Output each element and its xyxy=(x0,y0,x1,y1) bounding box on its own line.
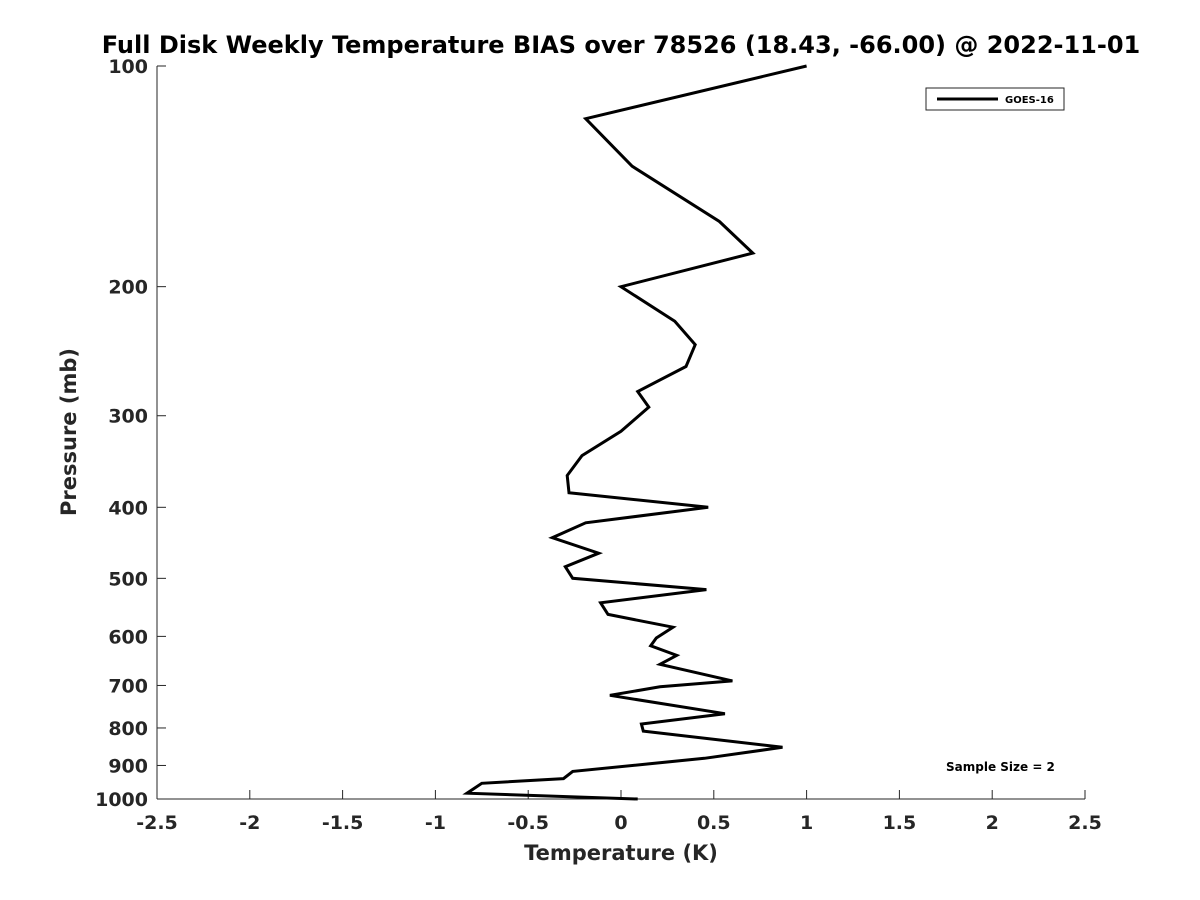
chart-title: Full Disk Weekly Temperature BIAS over 7… xyxy=(102,31,1141,59)
x-tick-label: 0 xyxy=(614,812,627,834)
y-tick-label: 400 xyxy=(108,497,148,519)
x-tick-label: 1.5 xyxy=(883,812,917,834)
y-tick-label: 300 xyxy=(108,406,148,428)
y-tick-label: 100 xyxy=(108,56,148,78)
y-tick-label: 700 xyxy=(108,675,148,697)
x-tick-label: -1 xyxy=(425,812,446,834)
y-tick-label: 1000 xyxy=(95,789,148,811)
plot-area: -2.5 -2 -1.5 -1 -0.5 0 0.5 1 1.5 2 2.5 100 200 300 40… xyxy=(95,56,1102,834)
x-tick-label: 2 xyxy=(986,812,999,834)
x-tick-label: 1 xyxy=(800,812,813,834)
y-axis-label: Pressure (mb) xyxy=(57,348,81,516)
x-tick-label: -2 xyxy=(239,812,260,834)
y-tick-label: 600 xyxy=(108,626,148,648)
y-tick-label: 500 xyxy=(108,568,148,590)
x-tick-label: -0.5 xyxy=(507,812,549,834)
x-tick-label: -1.5 xyxy=(322,812,364,834)
x-axis-label: Temperature (K) xyxy=(524,841,718,865)
y-tick-label: 800 xyxy=(108,718,148,740)
y-tick-label: 900 xyxy=(108,755,148,777)
series-line-goes-16 xyxy=(462,64,807,801)
x-tick-label: 2.5 xyxy=(1068,812,1102,834)
x-tick-label: -2.5 xyxy=(136,812,178,834)
y-tick-label: 200 xyxy=(108,277,148,299)
x-tick-label: 0.5 xyxy=(697,812,731,834)
sample-size-annotation: Sample Size = 2 xyxy=(946,760,1055,774)
y-axis-ticks: 100 200 300 400 500 600 700 800 900 1000 xyxy=(95,56,166,811)
legend-label-goes-16: GOES-16 xyxy=(1005,95,1054,106)
legend: GOES-16 xyxy=(925,87,1065,111)
x-axis-ticks: -2.5 -2 -1.5 -1 -0.5 0 0.5 1 1.5 2 2.5 xyxy=(136,790,1102,834)
